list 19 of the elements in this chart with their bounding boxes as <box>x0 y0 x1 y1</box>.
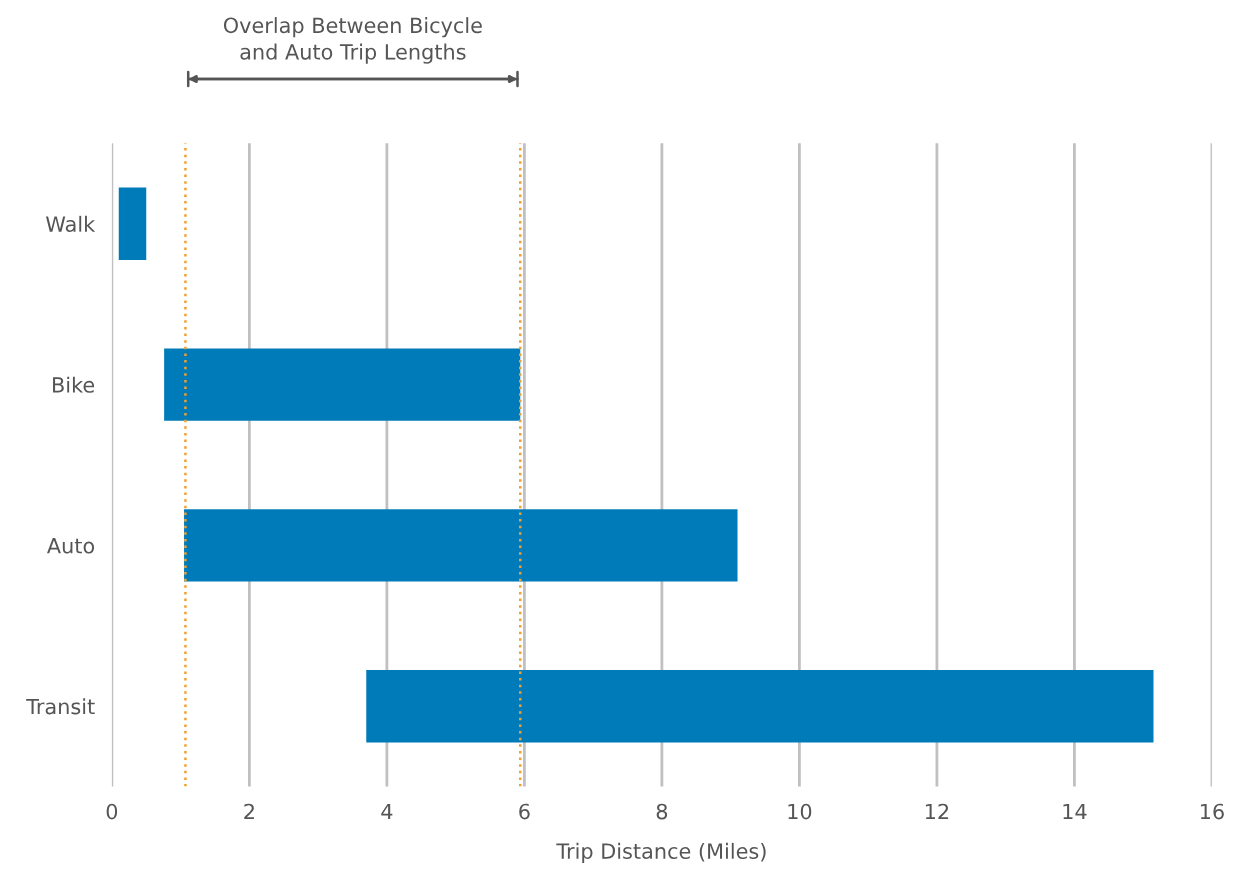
x-tick-label: 0 <box>106 803 118 820</box>
x-tick-label: 12 <box>925 803 949 820</box>
text: Overlap Between Bicycle and Auto Trip Lengths <box>223 17 482 64</box>
x-tick-label: 16 <box>1200 803 1224 820</box>
x-tick-label: 2 <box>244 803 254 820</box>
y-tick-label: Bike <box>53 376 95 393</box>
x-tick-label: 14 <box>1063 803 1087 820</box>
bar <box>366 670 1154 743</box>
x-tick-label: 4 <box>381 803 393 820</box>
y-tick-label: Auto <box>47 538 95 554</box>
y-tick-label: Walk <box>46 215 96 232</box>
x-tick-label: 10 <box>788 803 812 820</box>
y-tick-label: Transit <box>26 698 95 715</box>
x-axis-title: Trip Distance (Miles) <box>556 842 766 864</box>
x-tick-label: 8 <box>656 803 668 820</box>
x-tick-label: 6 <box>519 803 530 820</box>
bar <box>184 509 738 582</box>
bar <box>118 187 147 260</box>
bar <box>164 348 521 421</box>
